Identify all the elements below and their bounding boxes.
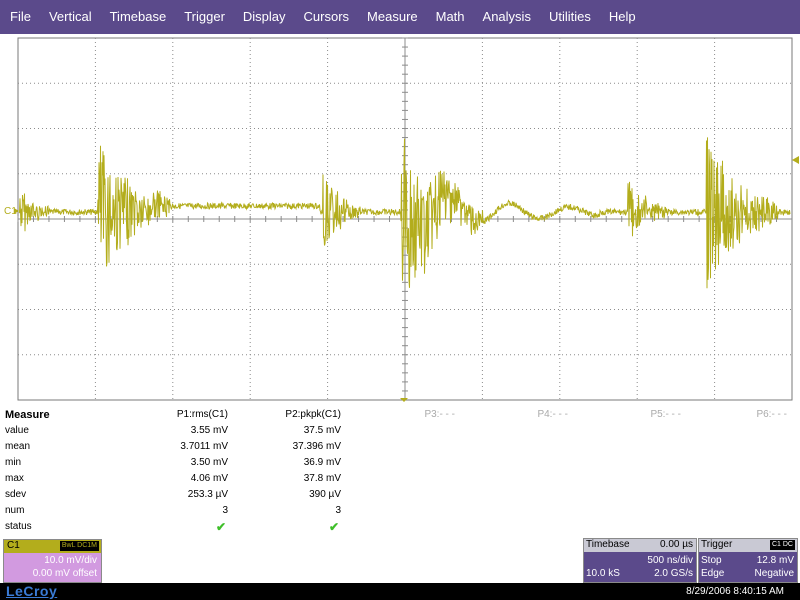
p1-cell: 3.7011 mV <box>180 441 228 452</box>
trigger-source: C1 DC <box>769 540 795 550</box>
channel-flags: BwL DC1M <box>59 541 99 551</box>
trigger-header: Trigger C1 DC <box>699 539 797 552</box>
measure-row: min 3.50 mV 36.9 mV <box>0 455 800 471</box>
p2-cell: 36.9 mV <box>303 457 341 468</box>
p1-cell: 4.06 mV <box>190 473 228 484</box>
measure-row: sdev 253.3 µV 390 µV <box>0 487 800 503</box>
p2-cell: 37.396 mV <box>292 441 341 452</box>
row-label: sdev <box>5 489 27 500</box>
menu-measure[interactable]: Measure <box>367 9 418 24</box>
channel-c1-header: C1 BwL DC1M <box>4 540 101 553</box>
timebase-rate: 2.0 GS/s <box>654 568 693 579</box>
channel-marker-label: C1 <box>4 206 17 217</box>
trigger-panel[interactable]: Trigger C1 DC Stop 12.8 mV Edge Negative <box>698 538 798 583</box>
c1-trace <box>18 137 791 289</box>
trigger-slope: Negative <box>754 568 794 579</box>
param-p6-header[interactable]: P6:- - - <box>756 409 787 420</box>
row-label: min <box>5 457 22 468</box>
measure-row: mean 3.7011 mV 37.396 mV <box>0 439 800 455</box>
menu-math[interactable]: Math <box>435 9 465 24</box>
p2-cell: 3 <box>335 505 341 516</box>
row-label: max <box>5 473 24 484</box>
p1-cell: 3.55 mV <box>190 425 228 436</box>
trigger-title: Trigger <box>701 539 733 550</box>
menu-bar: File Vertical Timebase Trigger Display C… <box>0 0 800 34</box>
measure-row: num 3 3 <box>0 503 800 519</box>
waveform-display[interactable]: C1 <box>0 34 800 405</box>
param-p5-header[interactable]: P5:- - - <box>650 409 681 420</box>
check-icon: ✔ <box>329 520 340 534</box>
channel-offset: 0.00 mV offset <box>32 568 97 579</box>
waveform-grid: C1 <box>4 37 799 402</box>
menu-vertical[interactable]: Vertical <box>48 9 92 24</box>
timebase-header: Timebase 0.00 µs <box>584 539 696 552</box>
trigger-position-icon <box>400 398 408 402</box>
param-p1-header[interactable]: P1:rms(C1) <box>176 409 228 420</box>
row-label: mean <box>5 441 31 452</box>
lecroy-logo: LeCroy <box>6 583 58 599</box>
menu-timebase[interactable]: Timebase <box>109 9 167 24</box>
measure-title: Measure <box>5 409 50 421</box>
ground-marker-icon <box>14 208 19 214</box>
row-label: num <box>5 505 25 516</box>
menu-trigger[interactable]: Trigger <box>184 9 225 24</box>
timebase-samples: 10.0 kS <box>586 568 620 579</box>
p1-cell: 253.3 µV <box>187 489 228 500</box>
date-time: 8/29/2006 8:40:15 AM <box>686 586 784 597</box>
measure-row: value 3.55 mV 37.5 mV <box>0 423 800 439</box>
p2-cell: 37.8 mV <box>303 473 341 484</box>
trigger-type: Edge <box>701 568 725 579</box>
timebase-title: Timebase <box>586 539 630 550</box>
trigger-level: 12.8 mV <box>756 555 794 566</box>
menu-cursors[interactable]: Cursors <box>303 9 350 24</box>
trigger-level-icon <box>792 156 799 164</box>
timebase-scale: 500 ns/div <box>647 555 693 566</box>
measure-panel: Measure P1:rms(C1) P2:pkpk(C1) P3:- - - … <box>0 405 800 537</box>
timebase-delay: 0.00 µs <box>659 539 693 550</box>
trigger-mode: Stop <box>701 555 722 566</box>
p2-cell: 390 µV <box>309 489 341 500</box>
menu-utilities[interactable]: Utilities <box>548 9 591 24</box>
channel-scale: 10.0 mV/div <box>44 555 97 566</box>
p1-cell: 3 <box>222 505 228 516</box>
param-p4-header[interactable]: P4:- - - <box>537 409 568 420</box>
channel-name: C1 <box>7 540 20 551</box>
channel-c1-panel[interactable]: C1 BwL DC1M 10.0 mV/div 0.00 mV offset <box>3 539 102 583</box>
status-label: status <box>5 521 32 532</box>
measure-header-row: Measure P1:rms(C1) P2:pkpk(C1) P3:- - - … <box>0 407 800 423</box>
menu-display[interactable]: Display <box>242 9 286 24</box>
param-p2-header[interactable]: P2:pkpk(C1) <box>285 409 341 420</box>
menu-analysis[interactable]: Analysis <box>482 9 531 24</box>
param-p3-header[interactable]: P3:- - - <box>424 409 455 420</box>
row-label: value <box>5 425 29 436</box>
menu-file[interactable]: File <box>10 9 31 24</box>
check-icon: ✔ <box>216 520 227 534</box>
menu-help[interactable]: Help <box>608 9 636 24</box>
measure-row: max 4.06 mV 37.8 mV <box>0 471 800 487</box>
timebase-panel[interactable]: Timebase 0.00 µs 500 ns/div 10.0 kS 2.0 … <box>583 538 697 583</box>
p2-cell: 37.5 mV <box>303 425 341 436</box>
status-bar: LeCroy 8/29/2006 8:40:15 AM <box>0 583 800 600</box>
p1-cell: 3.50 mV <box>190 457 228 468</box>
c1-trace-group <box>18 137 791 289</box>
measure-status-row: status ✔ ✔ <box>0 519 800 535</box>
